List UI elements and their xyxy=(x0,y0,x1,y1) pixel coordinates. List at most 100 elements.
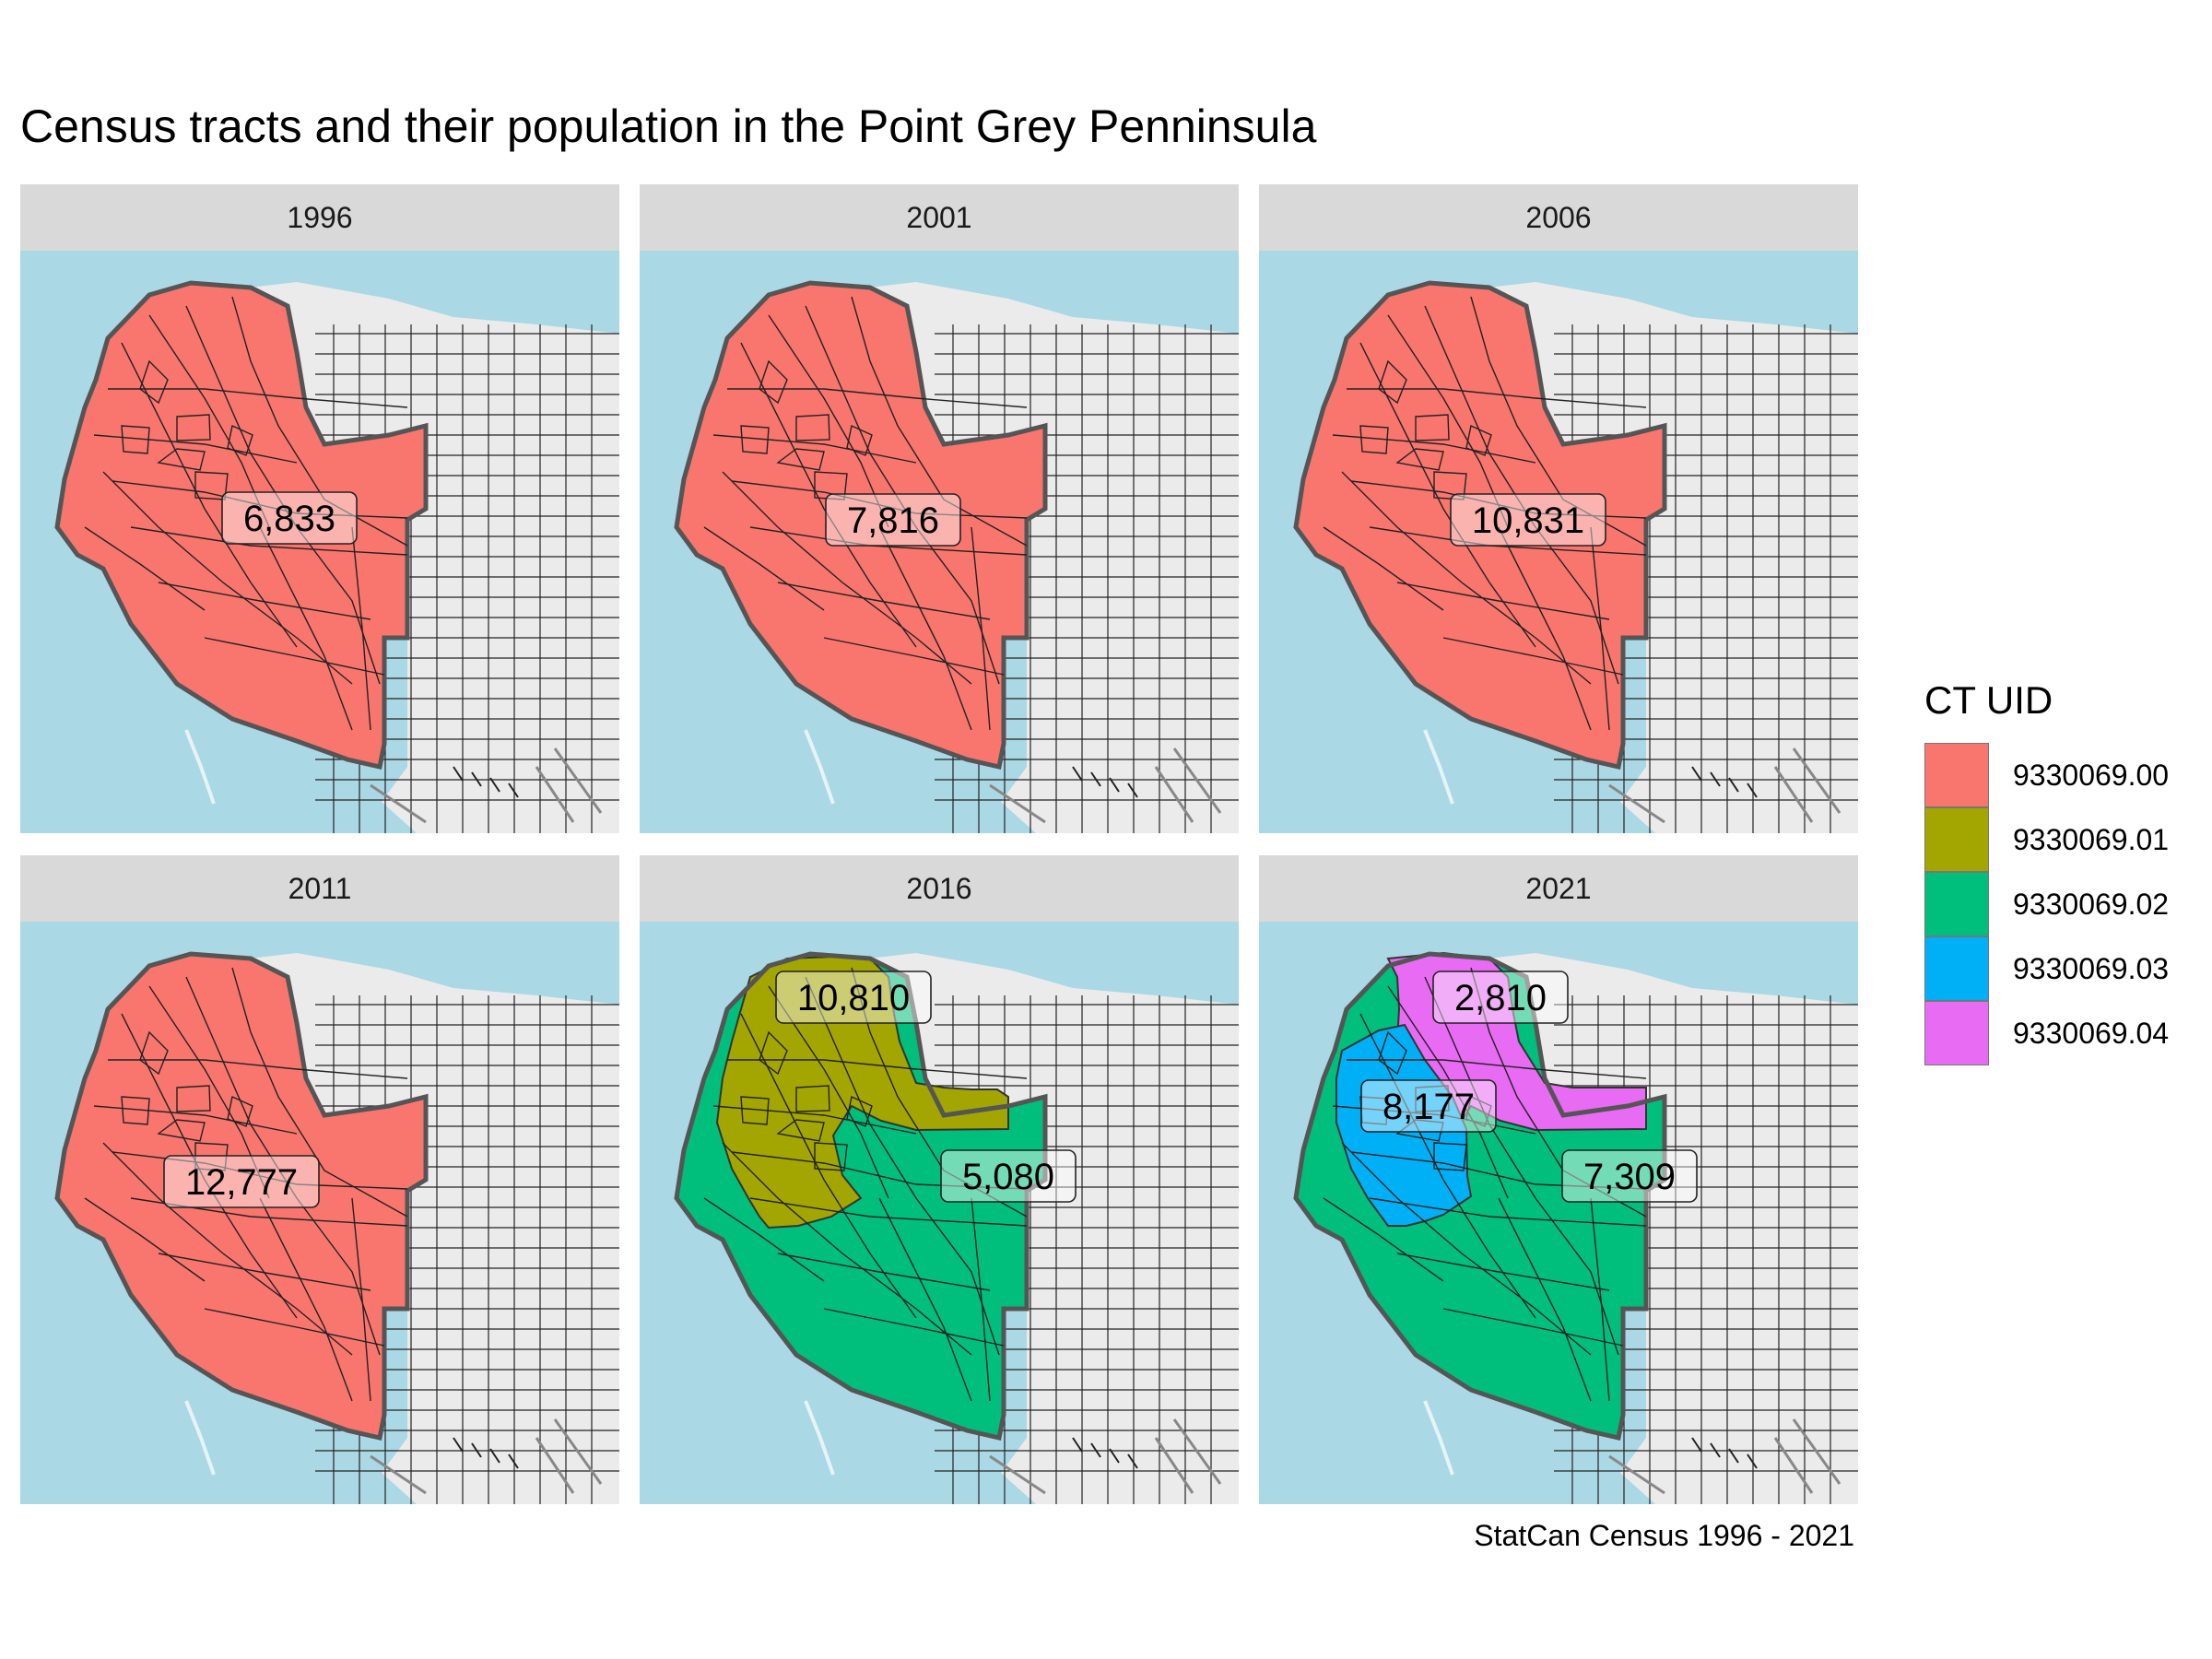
road-line xyxy=(176,414,211,441)
road-line xyxy=(1332,1105,1536,1135)
road-line xyxy=(93,1105,298,1135)
road-line xyxy=(1350,1151,1647,1190)
map-panel: 10,831 xyxy=(1259,251,1858,833)
road-line xyxy=(1465,1096,1492,1127)
road-line xyxy=(712,434,917,464)
facet-strip-label: 2006 xyxy=(1259,184,1858,251)
legend-item: 9330069.03 xyxy=(1924,936,2169,1001)
population-label: 7,816 xyxy=(825,493,961,547)
population-label: 10,810 xyxy=(775,971,932,1024)
road-line xyxy=(1470,296,1647,547)
legend-item: 9330069.02 xyxy=(1924,872,2169,936)
pier-lines xyxy=(1608,1418,1841,1495)
road-line xyxy=(185,976,381,1356)
population-label: 6,833 xyxy=(221,491,358,545)
population-value: 10,810 xyxy=(797,978,910,1018)
map-panel: 6,833 xyxy=(20,251,619,833)
road-line xyxy=(740,342,917,648)
population-value: 7,309 xyxy=(1583,1157,1676,1197)
facet-strip-label: 2016 xyxy=(640,855,1239,922)
road-line xyxy=(1378,359,1407,405)
road-line xyxy=(1332,434,1536,464)
source-caption: StatCan Census 1996 - 2021 xyxy=(1474,1519,1854,1552)
road-line xyxy=(722,1142,972,1356)
label-box xyxy=(825,493,961,547)
dock-marks xyxy=(1691,1437,1758,1469)
label-box xyxy=(775,971,932,1024)
road-line xyxy=(259,526,353,731)
pier-lines xyxy=(989,1418,1222,1495)
label-box xyxy=(940,1149,1077,1203)
road-line xyxy=(759,359,788,405)
road-line xyxy=(121,1096,150,1125)
road-line xyxy=(148,985,270,1199)
road-line xyxy=(194,471,229,500)
legend-key xyxy=(1924,1001,1989,1065)
land-area xyxy=(249,953,619,1504)
road-line xyxy=(795,1085,830,1112)
facet-panel-2021: 2021 2,810 8,177 7,309 xyxy=(1259,855,1858,1504)
road-line xyxy=(1590,526,1610,731)
road-line xyxy=(1433,1142,1467,1171)
population-label: 8,177 xyxy=(1360,1079,1497,1133)
road-line xyxy=(84,1197,206,1282)
road-line xyxy=(740,1013,917,1319)
legend-key xyxy=(1924,872,1989,936)
road-network xyxy=(703,967,1028,1402)
road-line xyxy=(1359,342,1536,648)
population-value: 12,777 xyxy=(185,1162,298,1203)
road-line xyxy=(727,1059,1028,1079)
peninsula-outline xyxy=(674,280,1048,771)
legend-item: 9330069.01 xyxy=(1924,807,2169,872)
building-outline xyxy=(776,1119,825,1142)
road-line xyxy=(148,314,270,528)
legend-item: 9330069.00 xyxy=(1924,743,2169,807)
road-line xyxy=(227,1096,253,1127)
building-outline xyxy=(1395,1119,1444,1142)
peninsula-outline xyxy=(674,951,1048,1441)
land-area xyxy=(868,282,1239,833)
road-line xyxy=(1590,1197,1610,1402)
road-line xyxy=(1323,526,1444,611)
legend: CT UID 9330069.00 9330069.01 9330069.02 … xyxy=(1924,678,2169,1065)
road-line xyxy=(727,388,1028,408)
peninsula-outline xyxy=(1293,280,1667,771)
pier-lines xyxy=(989,747,1222,824)
road-line xyxy=(814,471,848,500)
road-line xyxy=(731,1151,1028,1190)
road-line xyxy=(759,1030,788,1076)
road-line xyxy=(703,526,825,611)
population-label: 12,777 xyxy=(163,1155,320,1208)
road-line xyxy=(1347,1059,1647,1079)
building-outline xyxy=(776,448,825,471)
dock-marks xyxy=(1072,1437,1138,1469)
chart-title: Census tracts and their population in th… xyxy=(20,100,1317,152)
road-line xyxy=(823,637,1005,676)
road-line xyxy=(112,1151,408,1190)
road-line xyxy=(231,967,408,1218)
dock-marks xyxy=(1691,766,1758,798)
road-line xyxy=(231,296,408,547)
street-grid xyxy=(315,995,619,1504)
road-line xyxy=(846,425,873,456)
pier-lines xyxy=(370,1418,603,1495)
road-line xyxy=(158,1253,371,1291)
dock-marks xyxy=(453,766,519,798)
road-line xyxy=(768,314,889,528)
road-line xyxy=(1387,985,1509,1199)
road-line xyxy=(1359,1013,1536,1319)
road-line xyxy=(805,976,1000,1356)
pier-lines xyxy=(370,747,603,824)
legend-title: CT UID xyxy=(1924,678,2053,722)
facet-panel-2006: 2006 10,831 xyxy=(1259,184,1858,833)
road-line xyxy=(1424,305,1619,685)
population-value: 6,833 xyxy=(243,499,335,539)
population-value: 8,177 xyxy=(1382,1087,1475,1127)
legend-label: 9330069.00 xyxy=(2013,758,2170,792)
road-line xyxy=(93,434,298,464)
facet-panel-2001: 2001 7,816 xyxy=(640,184,1239,833)
water-wake xyxy=(1423,729,1454,805)
map-panel: 10,810 5,080 xyxy=(640,922,1239,1504)
map-panel: 2,810 8,177 7,309 xyxy=(1259,922,1858,1504)
water-wake xyxy=(804,729,835,805)
